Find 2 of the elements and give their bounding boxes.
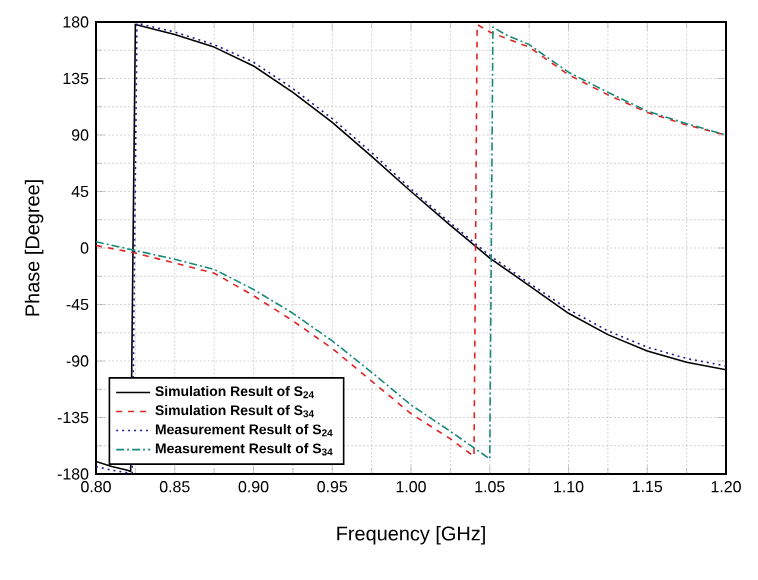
y-axis-title: Phase [Degree] [24,180,44,316]
x-axis-title: Frequency [GHz] [337,525,485,545]
